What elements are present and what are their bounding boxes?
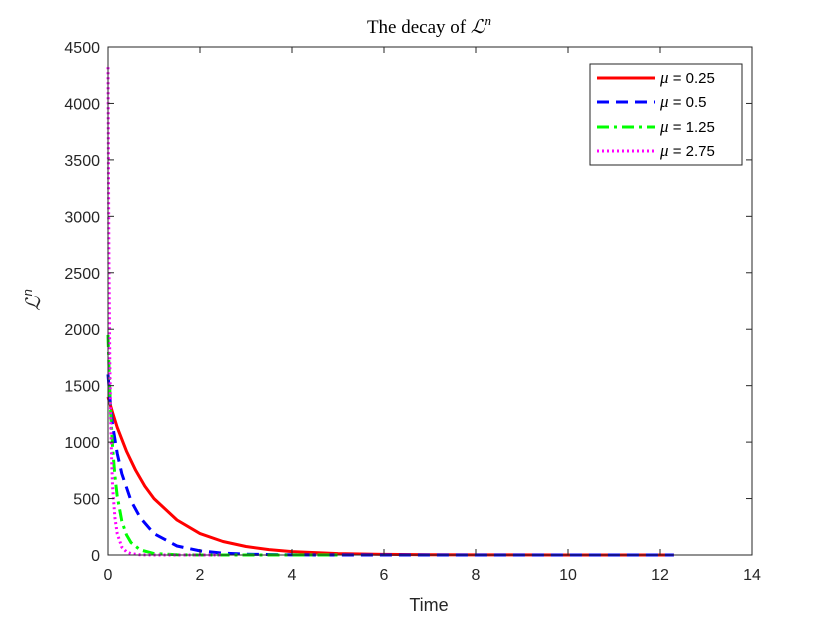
legend: μ = 0.25 μ = 0.5 μ = 1.25 μ = 2.75 [589,63,743,166]
x-tick-label-1: 2 [196,567,205,584]
legend-label-0: μ = 0.25 [659,68,715,87]
y-tick-label-9: 4500 [64,40,100,57]
legend-symbol-1: μ [659,92,669,111]
chart-title: The decay of ℒn [367,13,491,38]
legend-entry-0: μ = 0.25 [597,68,715,87]
legend-label-2: μ = 1.25 [659,117,715,136]
legend-entry-1: μ = 0.5 [597,92,707,111]
x-tick-label-3: 6 [380,567,389,584]
x-tick-label-4: 8 [472,567,481,584]
legend-entry-2: μ = 1.25 [597,117,715,136]
ticks-layer: 0 2 4 6 8 10 12 14 0 500 1000 1500 2000 2500 3000 3500 4… [64,40,761,584]
y-tick-label-7: 3500 [64,153,100,170]
legend-symbol-2: μ [659,117,669,136]
legend-symbol-3: μ [659,141,669,160]
legend-value-2: = 1.25 [669,119,715,136]
chart-title-symbol: ℒ [471,17,486,38]
legend-symbol-0: μ [659,68,669,87]
y-axis-label: ℒn [20,289,45,311]
chart-title-superscript: n [485,13,492,28]
legend-entry-3: μ = 2.75 [597,141,715,160]
y-axis-label-symbol: ℒ [23,296,45,311]
chart-title-prefix: The decay of [367,17,471,38]
y-axis-label-superscript: n [20,289,35,296]
y-tick-label-4: 2000 [64,322,100,339]
series-line-3 [106,67,223,557]
y-tick-label-2: 1000 [64,435,100,452]
y-tick-label-3: 1500 [64,379,100,396]
y-tick-label-6: 3000 [64,209,100,226]
legend-box [589,63,743,166]
axes-box [107,46,753,556]
x-tick-label-0: 0 [104,567,113,584]
y-tick-label-8: 4000 [64,96,100,113]
legend-label-1: μ = 0.5 [659,92,707,111]
legend-label-3: μ = 2.75 [659,141,715,160]
x-tick-label-2: 4 [288,567,297,584]
legend-value-1: = 0.5 [669,94,707,111]
x-tick-label-7: 14 [743,567,761,584]
x-tick-label-6: 12 [651,567,669,584]
legend-value-0: = 0.25 [669,70,715,87]
legend-value-3: = 2.75 [669,143,715,160]
x-tick-label-5: 10 [559,567,577,584]
y-tick-label-0: 0 [91,548,100,565]
x-axis-label: Time [409,595,448,615]
y-tick-label-5: 2500 [64,266,100,283]
y-tick-label-1: 500 [73,492,100,509]
